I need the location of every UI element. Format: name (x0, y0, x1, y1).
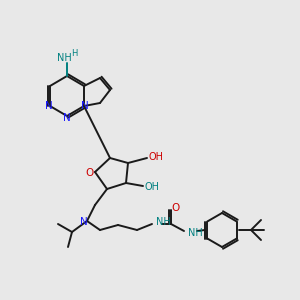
Text: N: N (63, 113, 71, 123)
Text: OH: OH (145, 182, 160, 192)
Text: O: O (85, 168, 93, 178)
Text: NH: NH (156, 217, 171, 227)
Text: O: O (172, 203, 180, 213)
Text: NH: NH (57, 53, 71, 63)
Text: N: N (45, 101, 53, 111)
Text: NH: NH (188, 228, 203, 238)
Text: H: H (71, 50, 77, 58)
Text: OH: OH (148, 152, 164, 162)
Text: N: N (80, 217, 88, 227)
Text: N: N (81, 101, 89, 111)
